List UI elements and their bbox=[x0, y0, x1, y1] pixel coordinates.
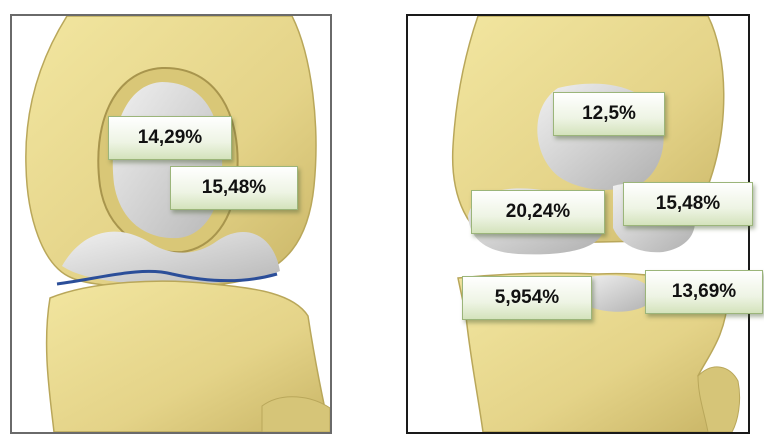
fibula-shape bbox=[261, 396, 330, 432]
label-right-tibial-medial: 5,954% bbox=[462, 276, 592, 320]
patellar-cartilage bbox=[112, 82, 223, 239]
tibial-lateral-cartilage bbox=[580, 275, 656, 312]
label-right-femoral-trochlea: 12,5% bbox=[553, 92, 665, 136]
label-left-femoral-patellar: 14,29% bbox=[108, 116, 232, 160]
fibula-shape bbox=[697, 366, 741, 432]
meniscus-line bbox=[56, 269, 278, 286]
label-right-tibial-lateral: 13,69% bbox=[645, 270, 763, 314]
tibia-shape bbox=[45, 280, 330, 432]
label-right-femoral-medial: 20,24% bbox=[471, 190, 605, 234]
label-right-femoral-lateral: 15,48% bbox=[623, 182, 753, 226]
label-left-femoral-lateral: 15,48% bbox=[170, 166, 298, 210]
left-knee-panel bbox=[10, 14, 332, 434]
condyle-cartilage bbox=[62, 231, 280, 285]
left-knee-illustration bbox=[25, 16, 330, 432]
